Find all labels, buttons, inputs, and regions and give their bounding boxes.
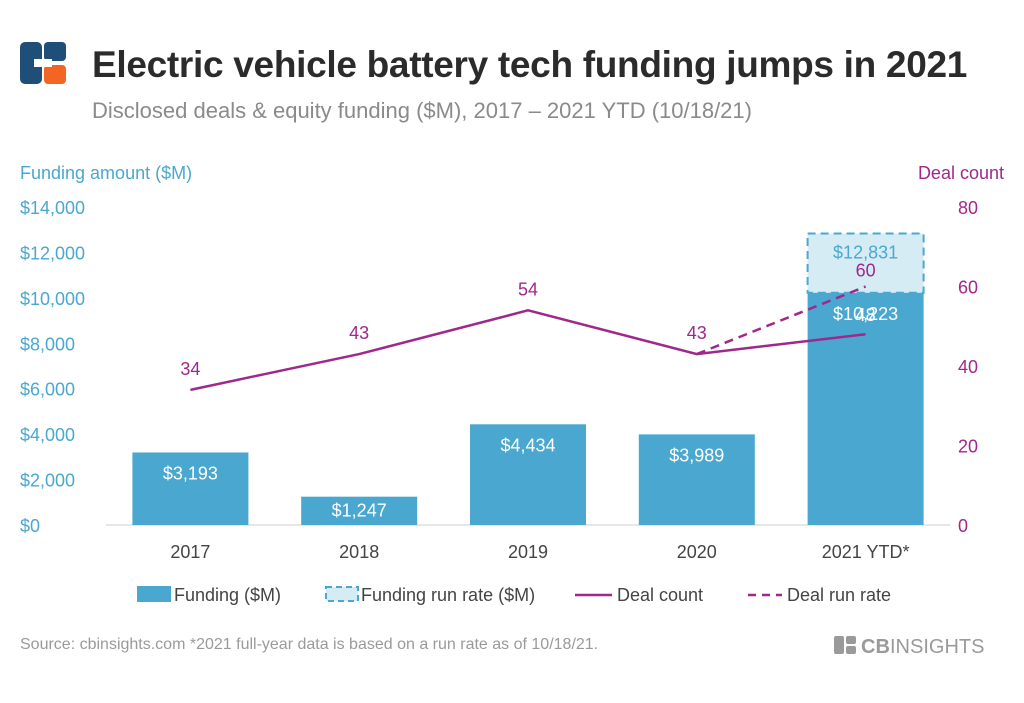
left-axis-tick-label: $8,000	[20, 334, 75, 354]
deal-count-label: 34	[180, 359, 200, 379]
right-axis-tick-label: 60	[958, 278, 978, 298]
brand-cb-text: CB	[861, 636, 890, 658]
funding-bar	[807, 292, 924, 525]
left-axis-title: Funding amount ($M)	[20, 163, 193, 183]
legend-label-deal-run-rate: Deal run rate	[787, 585, 891, 605]
deal-count-label: 48	[856, 305, 876, 325]
left-axis-tick-label: $0	[20, 516, 40, 536]
cb-insights-brand-logo: CB INSIGHTS	[834, 636, 984, 658]
deal-count-line	[190, 309, 866, 392]
deal-run-rate-label: 60	[856, 261, 876, 281]
left-axis-tick-label: $10,000	[20, 289, 85, 309]
legend-label-funding: Funding ($M)	[174, 585, 281, 605]
left-axis-tick-label: $6,000	[20, 380, 75, 400]
deal-count-label: 43	[349, 323, 369, 343]
legend-swatch-funding	[137, 586, 171, 602]
funding-bar-label: $4,434	[500, 435, 555, 455]
legend-swatch-funding-run-rate	[325, 586, 359, 602]
right-axis-title: Deal count	[917, 163, 1004, 183]
x-axis-tick-label: 2018	[339, 542, 379, 562]
right-axis-tick-label: 20	[958, 437, 978, 457]
funding-run-rate-label: $12,831	[833, 243, 898, 263]
legend-label-funding-run-rate: Funding run rate ($M)	[361, 585, 535, 605]
left-axis-tick-label: $14,000	[20, 198, 85, 218]
right-axis-tick-label: 40	[958, 357, 978, 377]
x-axis-tick-label: 2020	[677, 542, 717, 562]
funding-bar-label: $3,193	[163, 463, 218, 483]
funding-bar	[470, 424, 586, 525]
left-axis-tick-label: $2,000	[20, 471, 75, 491]
funding-bar	[638, 434, 755, 525]
left-axis-tick-label: $12,000	[20, 243, 85, 263]
funding-bar	[132, 452, 249, 525]
page-title: Electric vehicle battery tech funding ju…	[92, 44, 968, 85]
cb-insights-logo-icon	[20, 42, 66, 84]
x-axis-tick-label: 2017	[170, 542, 210, 562]
deal-count-label: 54	[518, 279, 538, 299]
left-axis-tick-label: $4,000	[20, 425, 75, 445]
page-subtitle: Disclosed deals & equity funding ($M), 2…	[92, 98, 752, 123]
funding-bar-label: $10,223	[833, 304, 898, 324]
legend-label-deal-count: Deal count	[617, 585, 703, 605]
brand-insights-text: INSIGHTS	[890, 636, 984, 658]
deal-run-rate-line	[696, 285, 867, 356]
funding-bar-label: $3,989	[669, 445, 724, 465]
source-note: Source: cbinsights.com *2021 full-year d…	[20, 636, 599, 653]
funding-bar	[301, 496, 418, 525]
right-axis-tick-label: 0	[958, 516, 968, 536]
funding-run-rate-bar	[806, 232, 925, 294]
x-axis-tick-label: 2019	[508, 542, 548, 562]
right-axis-tick-label: 80	[958, 198, 978, 218]
deal-count-label: 43	[687, 323, 707, 343]
x-axis-tick-label: 2021 YTD*	[822, 542, 910, 562]
funding-bar-label: $1,247	[332, 501, 387, 521]
